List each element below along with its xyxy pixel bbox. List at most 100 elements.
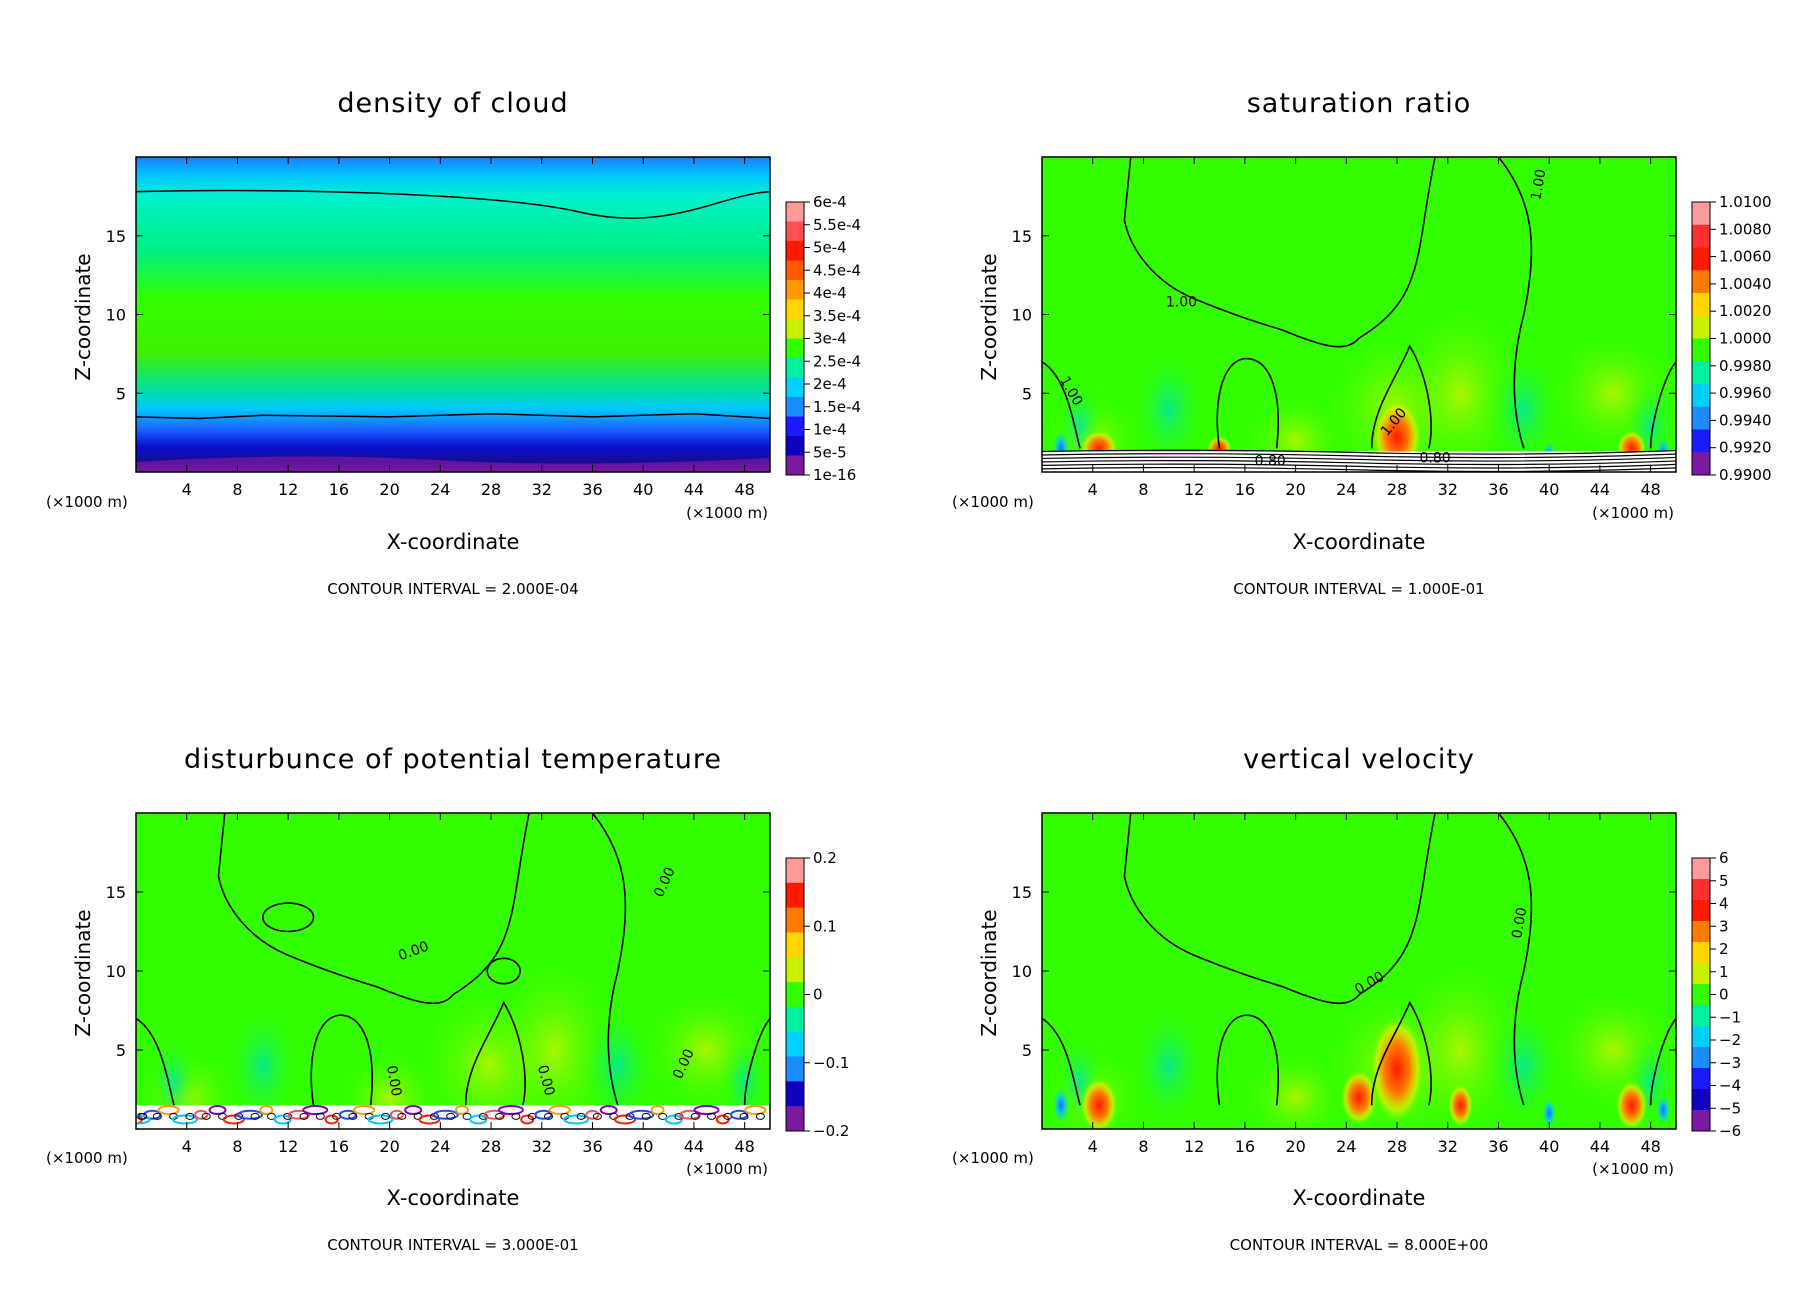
colorbar-swatch	[786, 1081, 804, 1107]
x-unit-left: (×1000 m)	[46, 493, 128, 511]
colorbar-label: 5	[1719, 872, 1729, 890]
colorbar-swatch	[1692, 270, 1710, 294]
surface-cell	[690, 1112, 700, 1120]
surface-cell	[511, 1112, 521, 1120]
colorbar-swatch	[1692, 942, 1710, 964]
x-axis-label: X-coordinate	[387, 530, 520, 554]
contour-label: 0.00	[534, 1063, 558, 1097]
surface-cell	[259, 1105, 274, 1116]
colorbar-swatch	[1692, 1068, 1710, 1090]
color-field	[1042, 813, 1676, 1129]
colorbar-swatch	[1692, 1047, 1710, 1069]
colorbar-swatch	[786, 241, 804, 261]
x-tick-label: 28	[481, 1137, 501, 1156]
surface-cell	[389, 1109, 404, 1120]
colorbar-label: 5.5e-4	[813, 216, 861, 234]
cyan-blob	[1485, 346, 1562, 472]
colorbar-swatch	[1692, 963, 1710, 985]
colorbar-label: 3	[1719, 917, 1729, 935]
surface-cell	[679, 1109, 702, 1120]
surface-cell	[544, 1112, 553, 1120]
surface-cell	[283, 1112, 293, 1120]
colorbar-swatch	[1692, 900, 1710, 922]
y-tick-label: 10	[106, 306, 126, 325]
surface-cell	[755, 1112, 765, 1120]
x-tick-label: 32	[532, 480, 552, 499]
colorbar-swatch	[786, 932, 804, 958]
surface-cell	[592, 1112, 602, 1120]
x-tick-label: 40	[1539, 1137, 1559, 1156]
colorbar-swatch	[1692, 429, 1710, 453]
colorbar-label: −4	[1719, 1077, 1741, 1095]
color-field	[136, 157, 770, 472]
y-axis-label: Z-coordinate	[977, 909, 1001, 1036]
colorbar-label: −0.2	[813, 1122, 849, 1140]
contour-interval: CONTOUR INTERVAL = 2.000E-04	[327, 580, 578, 598]
surface-cell	[455, 1105, 469, 1116]
x-tick-label: 8	[1138, 480, 1148, 499]
colorbar-swatch	[786, 436, 804, 456]
colorbar-swatch	[1692, 247, 1710, 271]
colorbar-swatch	[786, 221, 804, 242]
contour-line	[1042, 453, 1676, 459]
surface-cell	[266, 1112, 276, 1120]
surface-cell	[739, 1112, 749, 1120]
surface-cell	[585, 1109, 600, 1120]
x-tick-label: 16	[1235, 480, 1255, 499]
surface-cell	[497, 1105, 524, 1116]
contour-line	[261, 902, 315, 933]
panel-3: disturbunce of potential temperature 0.00…	[46, 744, 849, 1254]
colorbar-swatch	[1692, 361, 1710, 385]
surface-cell	[462, 1112, 472, 1120]
surface-cell	[299, 1112, 309, 1120]
x-tick-label: 32	[532, 1137, 552, 1156]
x-tick-label: 28	[481, 480, 501, 499]
colorbar-swatch	[786, 260, 804, 281]
surface-cell	[693, 1105, 720, 1116]
x-unit-left: (×1000 m)	[952, 493, 1034, 511]
colorbar-swatch	[1692, 858, 1710, 880]
surface-cell	[563, 1114, 590, 1125]
surface-cell	[576, 1112, 586, 1120]
y-tick-label: 5	[116, 1041, 126, 1060]
surface-cell	[469, 1114, 488, 1125]
y-axis-label: Z-coordinate	[71, 253, 95, 380]
colorbar-swatch	[1692, 384, 1710, 408]
colorbar-swatch	[1692, 879, 1710, 901]
surface-cell	[302, 1105, 329, 1116]
x-axis-label: X-coordinate	[387, 1186, 520, 1210]
colorbar-label: 1.0020	[1719, 302, 1772, 320]
colorbar-label: 0.9980	[1719, 357, 1772, 375]
x-tick-label: 12	[1184, 1137, 1204, 1156]
colorbar-swatch	[786, 299, 804, 320]
cyan-blob	[579, 1002, 656, 1129]
colorbar-swatch	[786, 1056, 804, 1082]
x-tick-label: 20	[1285, 1137, 1305, 1156]
surface-cell	[136, 1114, 151, 1125]
panel-title: vertical velocity	[1243, 744, 1475, 775]
x-tick-label: 40	[633, 1137, 653, 1156]
y-tick-label: 10	[1012, 962, 1032, 981]
x-tick-label: 8	[232, 1137, 242, 1156]
surface-cell	[353, 1105, 376, 1116]
colorbar-label: 0.1	[813, 917, 837, 935]
cyan-blob	[224, 1002, 301, 1129]
colorbar-label: 1e-16	[813, 466, 856, 484]
colorbar-label: 1.0100	[1719, 193, 1772, 211]
colorbar-swatch	[1692, 406, 1710, 430]
colorbar-swatch	[1692, 1110, 1710, 1132]
y-tick-label: 15	[106, 227, 126, 246]
colorbar-label: 3e-4	[813, 330, 847, 348]
colorbar-label: 0	[813, 986, 823, 1004]
contour-line	[136, 1017, 175, 1106]
surface-cell	[250, 1112, 260, 1120]
y-tick-label: 15	[1012, 883, 1032, 902]
color-field	[136, 813, 770, 1129]
surface-cell	[744, 1105, 767, 1116]
contour-interval: CONTOUR INTERVAL = 1.000E-01	[1233, 580, 1484, 598]
panel-title: density of cloud	[337, 88, 568, 119]
colorbar-label: 2	[1719, 940, 1729, 958]
surface-cell	[315, 1112, 325, 1120]
x-tick-label: 28	[1387, 480, 1407, 499]
x-tick-label: 44	[1590, 1137, 1610, 1156]
